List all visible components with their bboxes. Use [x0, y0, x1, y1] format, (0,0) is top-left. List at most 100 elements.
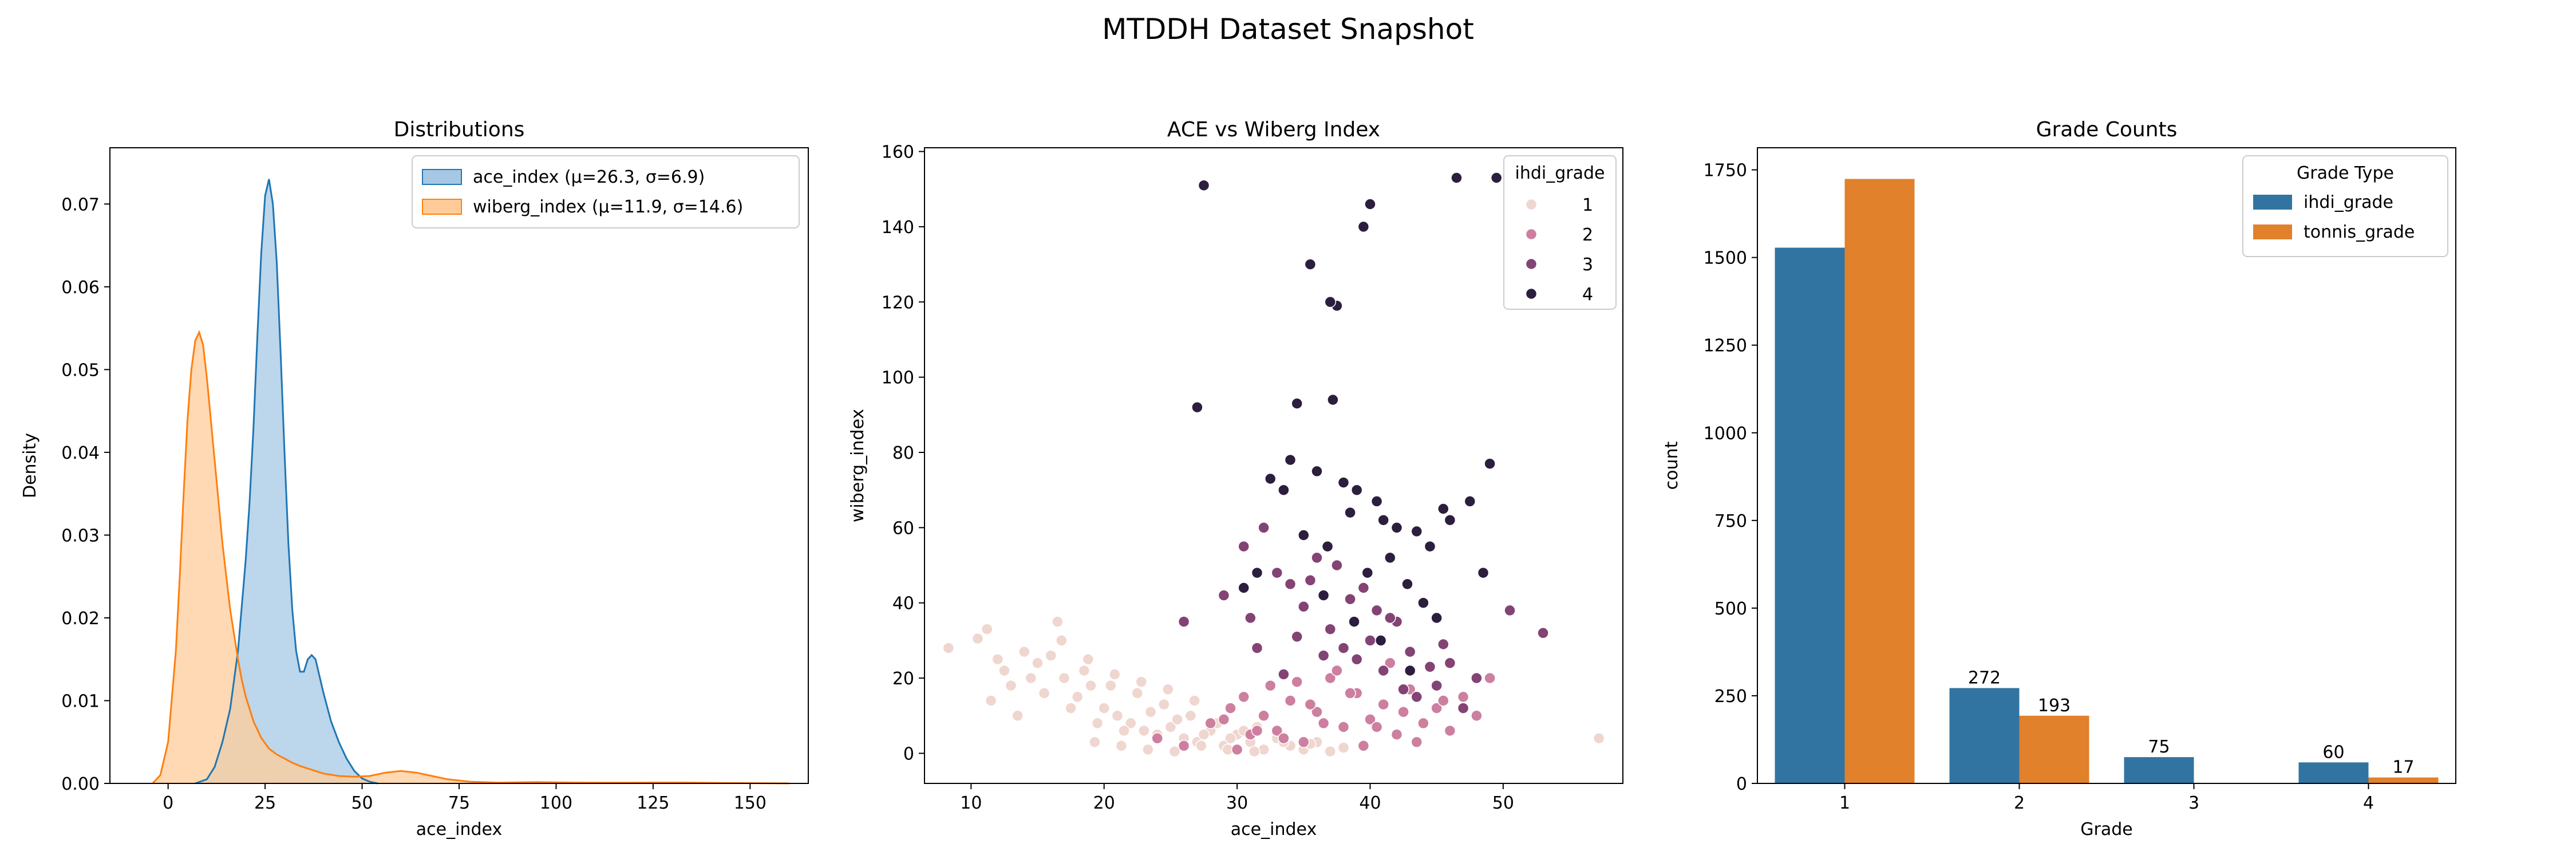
scatter-point-grade-3	[1397, 683, 1409, 696]
scatter-point-grade-1	[1111, 710, 1124, 722]
scatter-point-grade-3	[1344, 593, 1356, 605]
bar-ihdi_grade-grade-2	[1949, 688, 2020, 783]
x-axis-label: ace_index	[1231, 819, 1317, 840]
scatter-point-grade-1	[1109, 668, 1121, 680]
scatter-point-grade-4	[1490, 172, 1503, 184]
y-tick-label: 100	[882, 368, 914, 388]
plot-frame	[1757, 147, 2456, 784]
scatter-point-grade-1	[971, 632, 984, 645]
scatter-point-grade-4	[1278, 484, 1290, 496]
x-tick-label: 50	[351, 793, 373, 813]
scatter-point-grade-4	[1431, 612, 1443, 624]
scatter-point-grade-2	[1251, 724, 1263, 737]
y-tick-label: 60	[892, 518, 914, 538]
scatter-point-grade-2	[1471, 710, 1483, 722]
y-tick-label: 140	[882, 218, 914, 238]
scatter-point-grade-4	[1484, 458, 1496, 470]
y-tick-label: 500	[1714, 599, 1747, 619]
scatter-point-grade-1	[942, 642, 955, 654]
scatter-point-grade-2	[1238, 691, 1250, 703]
scatter-point-grade-2	[1218, 714, 1230, 726]
y-tick-label: 0.00	[61, 774, 100, 794]
scatter-point-grade-4	[1348, 616, 1360, 628]
scatter-point-grade-3	[1317, 649, 1330, 661]
y-tick-label: 1250	[1704, 336, 1747, 356]
plot-frame	[109, 147, 809, 784]
scatter-point-grade-4	[1390, 522, 1403, 534]
scatter-point-grade-4	[1444, 514, 1456, 526]
scatter-point-grade-3	[1278, 668, 1290, 680]
scatter-point-grade-4	[1370, 495, 1383, 507]
scatter-point-grade-1	[1118, 724, 1130, 737]
y-tick-label: 0.04	[61, 443, 100, 463]
scatter-point-grade-4	[1344, 506, 1356, 519]
scatter-point-grade-1	[1025, 672, 1037, 684]
scatter-point-grade-1	[1005, 679, 1017, 692]
scatter-point-grade-4	[1311, 465, 1323, 478]
scatter-point-grade-4	[1304, 258, 1317, 270]
legend: ace_index (μ=26.3, σ=6.9) wiberg_index (μ…	[412, 155, 800, 228]
scatter-point-grade-1	[1164, 721, 1177, 733]
scatter-point-grade-2	[1344, 687, 1356, 699]
scatter-point-grade-1	[1198, 728, 1210, 740]
scatter-point-grade-2	[1304, 698, 1317, 711]
scatter-point-grade-3	[1311, 551, 1323, 564]
scatter-point-grade-2	[1444, 724, 1456, 737]
scatter-point-grade-3	[1504, 604, 1516, 617]
legend-label: 1	[1582, 195, 1593, 215]
x-tick-label: 0	[163, 793, 173, 813]
scatter-point-grade-1	[1224, 732, 1236, 744]
scatter-point-grade-3	[1350, 653, 1363, 665]
legend-frame	[2242, 155, 2448, 257]
legend-title: ihdi_grade	[1515, 163, 1605, 183]
scatter-point-grade-3	[1537, 627, 1549, 639]
scatter-point-grade-2	[1231, 743, 1243, 756]
scatter-point-grade-1	[1085, 679, 1097, 692]
legend: ihdi_grade 1 2 3 4	[1503, 155, 1617, 310]
legend-swatch	[422, 169, 462, 185]
scatter-point-grade-4	[1327, 393, 1339, 406]
legend-marker	[1525, 258, 1538, 270]
scatter-point-grade-1	[985, 695, 997, 707]
bar-value-label: 75	[2148, 737, 2170, 757]
scatter-point-grade-1	[1098, 702, 1110, 714]
scatter-point-grade-2	[1431, 702, 1443, 714]
scatter-point-grade-1	[1115, 740, 1128, 752]
scatter-point-grade-2	[1357, 740, 1370, 752]
scatter-point-grade-1	[998, 664, 1010, 677]
y-tick-label: 0.02	[61, 609, 100, 629]
legend-label: wiberg_index (μ=11.9, σ=14.6)	[473, 197, 743, 217]
bar-value-label: 60	[2322, 742, 2344, 762]
scatter-point-grade-4	[1321, 540, 1334, 553]
y-tick-label: 750	[1714, 511, 1747, 531]
bar-tonnis_grade-grade-1	[1844, 179, 1915, 783]
scatter-point-grade-4	[1291, 397, 1303, 409]
scatter-point-grade-1	[1171, 714, 1183, 726]
legend: Grade Type ihdi_grade tonnis_grade	[2242, 155, 2448, 257]
scatter-point-grade-1	[1144, 706, 1157, 718]
scatter-point-grade-2	[1364, 714, 1376, 726]
y-axis-label: wiberg_index	[848, 409, 868, 522]
y-tick-label: 160	[882, 143, 914, 163]
figure-title: MTDDH Dataset Snapshot	[1102, 13, 1474, 46]
scatter-point-grade-1	[1012, 710, 1024, 722]
scatter-point-grade-2	[1397, 706, 1409, 718]
scatter-point-grade-1	[1082, 653, 1095, 665]
scatter-point-grade-3	[1258, 522, 1270, 534]
scatter-point-grade-2	[1331, 664, 1343, 677]
plot-frame	[924, 147, 1623, 784]
y-tick-label: 120	[882, 293, 914, 313]
scatter-point-grade-1	[981, 623, 993, 635]
bar-value-label: 193	[2038, 696, 2071, 716]
density-area-ace	[195, 179, 378, 783]
scatter-point-grade-4	[1361, 566, 1374, 579]
scatter-point-grade-3	[1244, 612, 1257, 624]
scatter-point-grade-3	[1324, 623, 1337, 635]
scatter-point-grade-4	[1464, 495, 1476, 507]
scatter-point-grade-3	[1251, 642, 1263, 654]
scatter-point-grade-4	[1401, 578, 1413, 590]
scatter-point-grade-1	[1065, 702, 1077, 714]
scatter-point-grade-4	[1324, 296, 1337, 308]
scatter-point-grade-3	[1471, 672, 1483, 684]
